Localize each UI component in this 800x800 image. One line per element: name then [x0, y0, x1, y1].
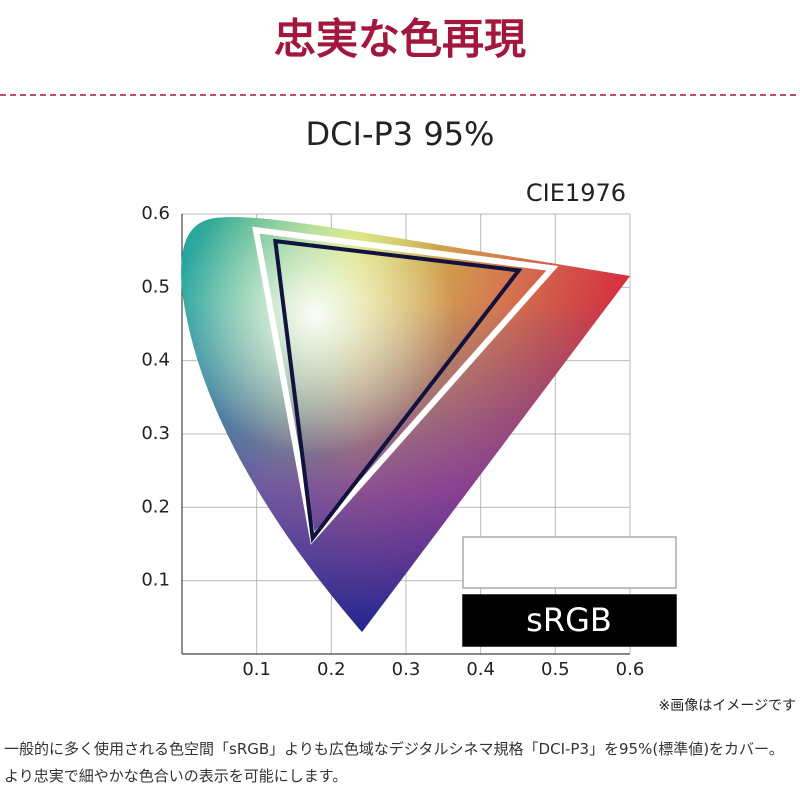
- diagram-label: CIE1976: [526, 179, 626, 207]
- y-tick-label: 0.6: [141, 203, 170, 224]
- note: ※画像はイメージです: [659, 698, 796, 714]
- x-tick-label: 0.3: [392, 659, 421, 680]
- x-tick-label: 0.4: [466, 659, 495, 680]
- caption: 一般的に多く使用される色空間「sRGB」よりも広色域なデジタルシネマ規格「DCI…: [4, 740, 784, 785]
- y-tick-label: 0.1: [141, 570, 170, 591]
- x-tick-label: 0.2: [317, 659, 346, 680]
- legend-box: [462, 594, 677, 647]
- gamut-triangle: [273, 238, 523, 544]
- y-tick-label: 0.4: [141, 350, 170, 371]
- x-tick-label: 0.1: [242, 659, 271, 680]
- y-tick-label: 0.2: [141, 496, 170, 517]
- chart: 忠実な色再現 DCI-P3 95% CIE1976 0.1 0.2 0.3 0.4 0.…: [0, 15, 800, 714]
- y-tick-label: 0.3: [141, 423, 170, 444]
- title: 忠実な色再現: [274, 15, 526, 64]
- x-tick-label: 0.6: [616, 659, 645, 680]
- gamut-triangle: [252, 226, 559, 545]
- legend-box: [462, 536, 677, 589]
- legend-label: DCI-P3: [515, 543, 623, 581]
- x-tick-label: 0.5: [541, 659, 570, 680]
- y-tick-label: 0.5: [141, 276, 170, 297]
- legend-label: sRGB: [526, 601, 612, 639]
- subtitle: DCI-P3 95%: [306, 115, 495, 153]
- gamuts: [252, 226, 559, 545]
- spectral-locus: [181, 217, 631, 632]
- legend: DCI-P3 sRGB: [462, 536, 677, 647]
